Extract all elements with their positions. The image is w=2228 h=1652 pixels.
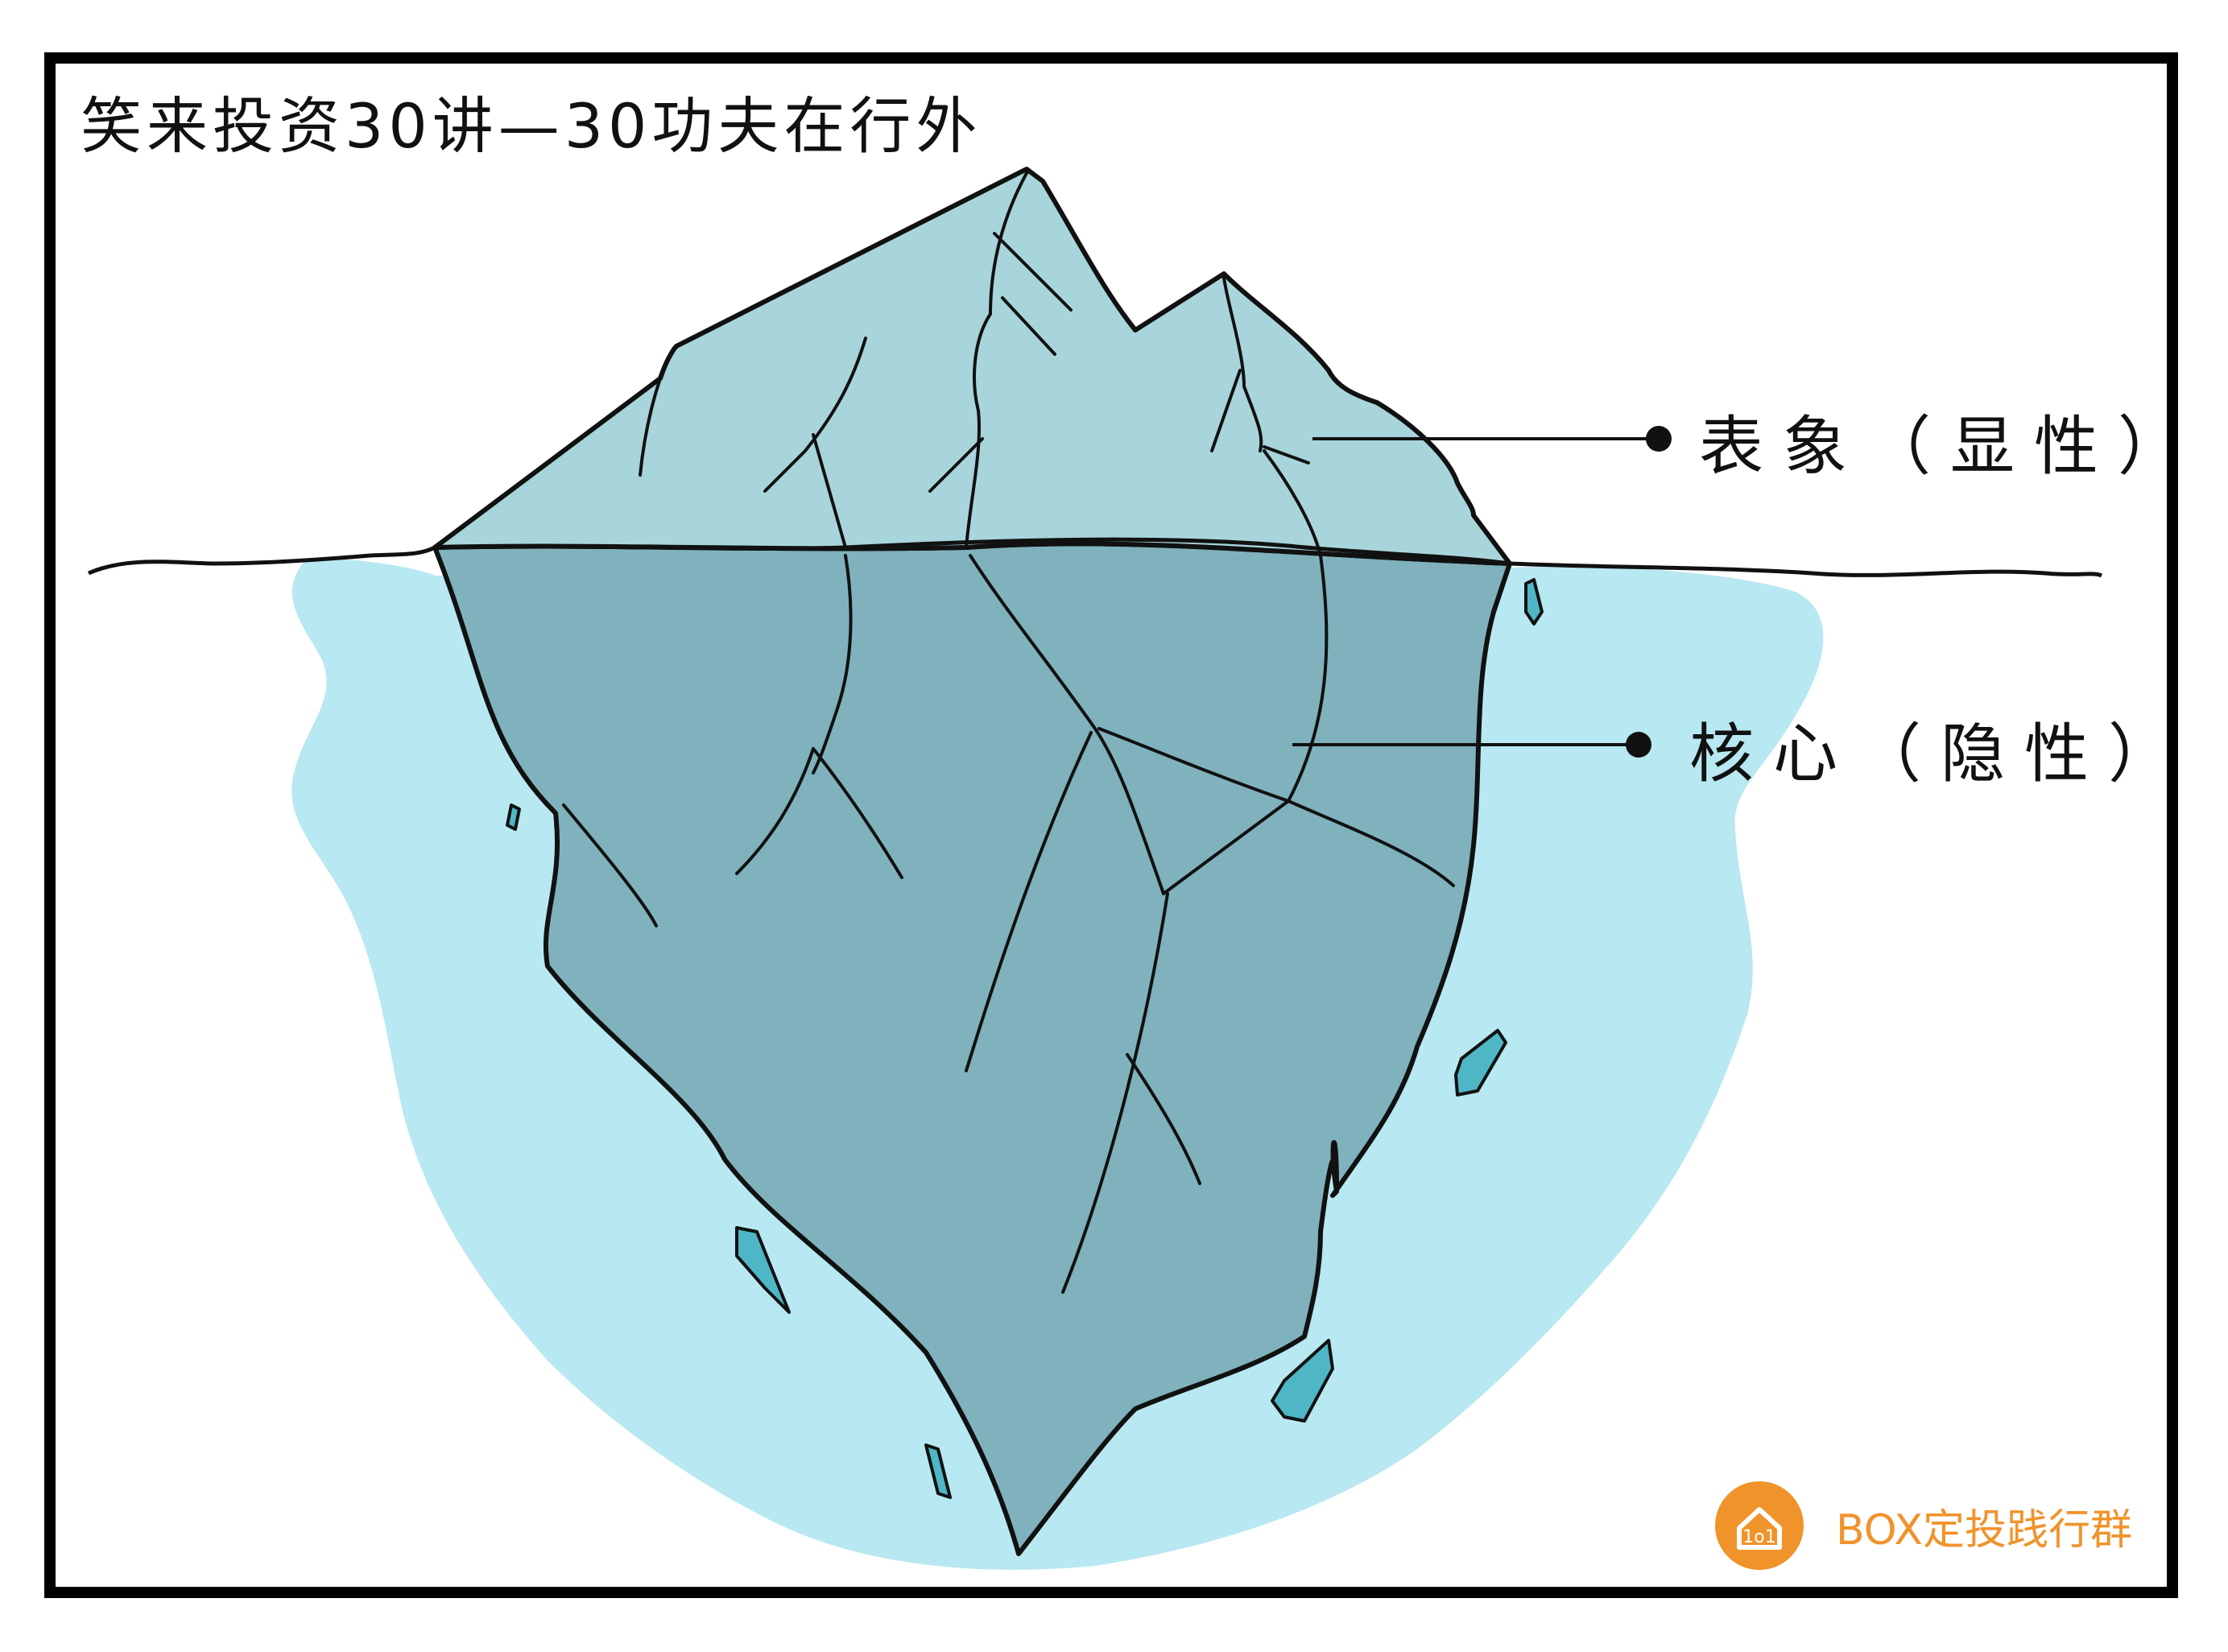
house-logo-icon: 1o1	[1715, 1481, 1804, 1570]
core-dot	[1626, 732, 1651, 758]
surface-label: 表象（显性）	[1699, 409, 2201, 484]
waterline	[87, 537, 2103, 578]
ice-shards	[506, 578, 1544, 1499]
page-title: 笑来投资30讲—30功夫在行外	[81, 90, 982, 162]
core-label: 核心（隐性）	[1689, 717, 2192, 791]
house-icon: 1o1	[1737, 1507, 1782, 1550]
logo-text: 1o1	[1742, 1527, 1775, 1547]
brand-badge: 1o1 BOX定投践行群	[1715, 1473, 2132, 1578]
brand-text: BOX定投践行群	[1836, 1505, 2132, 1555]
iceberg-above	[432, 167, 1512, 566]
label-lines	[1292, 437, 1655, 746]
surface-dot	[1646, 426, 1672, 452]
cracks	[562, 171, 1455, 1294]
frame-border	[44, 52, 2178, 1598]
